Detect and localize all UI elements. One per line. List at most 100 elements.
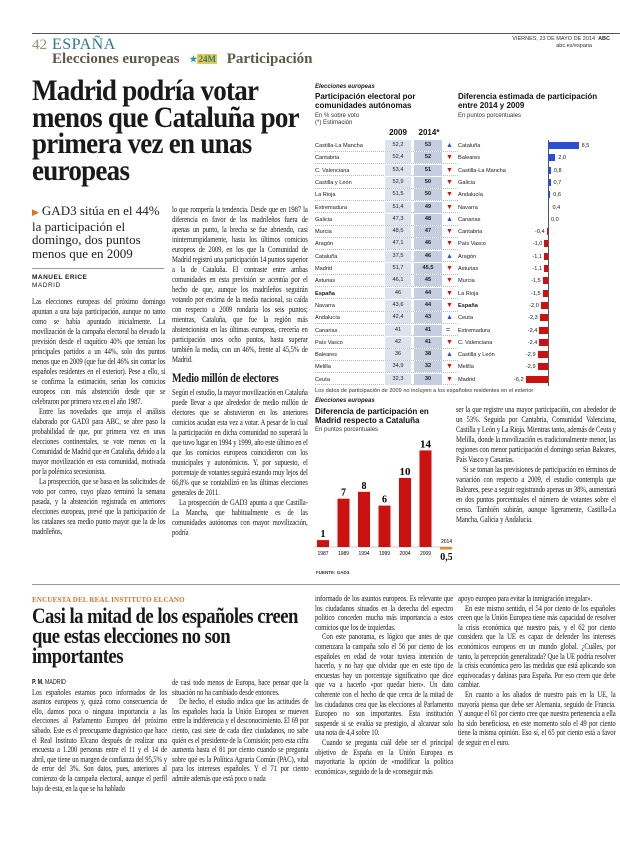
diff-bar — [540, 301, 548, 309]
bar-label: 10 — [400, 466, 412, 478]
region-name: Murcia — [315, 229, 332, 236]
diff-label: -6,2 — [514, 376, 524, 383]
region-name: España — [458, 302, 478, 309]
value-2014: 44 — [414, 287, 442, 299]
arrow-down-icon: ▼ — [446, 338, 453, 346]
diff-row: Cantabria -0,4 — [458, 226, 620, 238]
table-row: Galicia 47,3 48 ▲ — [315, 213, 458, 226]
region-name: Murcia — [458, 278, 475, 285]
bar-chart-subtitle: En puntos porcentuales — [315, 427, 379, 433]
table-row: Asturias 46,1 45 ▼ — [315, 275, 458, 288]
region-name: Ceuta — [458, 315, 473, 322]
diff-label: -2,4 — [527, 339, 538, 346]
bar-1999 — [378, 505, 391, 547]
paragraph: apoyo europeo para evitar la inmigración… — [458, 593, 593, 603]
diff-row: La Rioja -1,5 — [458, 288, 620, 300]
region-name: Navarra — [315, 302, 335, 309]
diff-bar — [548, 191, 551, 199]
table-row: España 46 44 ▼ — [315, 287, 458, 300]
section-subtitle: Elecciones europeas ★24M Participación — [52, 51, 313, 68]
equal-icon: = — [446, 326, 451, 334]
diff-row: Aragón -1,1 — [458, 251, 620, 263]
diff-row: Asturias -1,1 — [458, 263, 620, 275]
bar-label: 8 — [362, 481, 367, 492]
bar-label: 6 — [382, 495, 387, 506]
value-2014: 46 — [414, 238, 442, 250]
paragraph: lo que rompería la tendencia. Desde que … — [172, 204, 308, 364]
diff-label: -1,5 — [530, 278, 541, 285]
article2-col4: apoyo europeo para evitar la inmigración… — [458, 593, 616, 748]
value-2009: 51,7 — [385, 263, 411, 274]
table-row: Cantabria 52,4 52 ▼ — [315, 152, 458, 165]
region-name: Castilla-La Mancha — [458, 167, 506, 174]
diff-label: -1,0 — [532, 241, 543, 248]
diff-label: 2,0 — [558, 155, 566, 162]
bar-1987 — [317, 540, 329, 547]
diff-bar — [548, 142, 579, 149]
header-rule — [32, 33, 620, 34]
value-2014: 30 — [414, 373, 442, 385]
region-name: Castilla-La Mancha — [315, 143, 363, 149]
value-2009: 53,4 — [385, 164, 411, 176]
region-name: La Rioja — [315, 192, 336, 199]
table-row: C. Valenciana 53,4 51 ▼ — [315, 164, 458, 177]
headline: Madrid podría votar menos que Cataluña p… — [32, 74, 299, 187]
value-2014: 51 — [414, 164, 442, 176]
article1-col2: lo que rompería la tendencia. Desde que … — [172, 204, 308, 537]
bar-1989 — [337, 498, 350, 547]
region-name: Castilla y León — [315, 179, 352, 186]
value-2009: 34,9 — [385, 361, 411, 373]
table-kicker: Elecciones europeas — [315, 84, 375, 90]
diff-bar — [542, 289, 548, 297]
value-2009: 46 — [385, 287, 411, 299]
arrow-up-icon: ▲ — [446, 351, 453, 359]
diff-bar — [546, 228, 548, 236]
diff-bar — [544, 265, 548, 272]
diff-label: -1,1 — [532, 266, 543, 272]
value-2009: 42 — [385, 336, 411, 348]
paragraph: Los españoles estamos poco informados de… — [32, 686, 167, 793]
paragraph: Entre las novedades que arroja el anális… — [32, 406, 166, 476]
paragraph: Con este panorama, es lógico que antes d… — [315, 631, 454, 738]
bar-chart-source: FUENTE: GAD3 — [316, 570, 350, 575]
region-name: Navarra — [458, 204, 478, 211]
topic: Participación — [226, 51, 313, 67]
arrow-down-icon: ▼ — [446, 228, 453, 236]
diff-bar — [544, 240, 548, 248]
bar-2004 — [399, 478, 411, 547]
region-name: País Vasco — [315, 339, 343, 346]
diff-label: -2,9 — [525, 364, 536, 371]
value-2009: 32,3 — [385, 373, 411, 385]
table-row: Castilla y León 52,9 50 ▼ — [315, 176, 458, 189]
table-row: Castilla-La Mancha 52,2 53 ▲ — [315, 140, 458, 152]
table-row: Canarias 41 41 = — [315, 324, 458, 337]
bar-2014 — [440, 547, 452, 550]
bar-label: 0,5 — [440, 552, 452, 563]
region-name: Galicia — [315, 216, 333, 223]
page-number: 42 — [32, 37, 47, 53]
value-2014: 41 — [414, 336, 442, 348]
table-row: País Vasco 42 41 ▼ — [315, 336, 458, 349]
arrow-down-icon: ▼ — [446, 375, 453, 383]
region-name: Cantabria — [458, 229, 483, 236]
x-tick-label: 2014 — [441, 539, 452, 545]
diff-row: España -2,0 — [458, 300, 620, 312]
diff-row: País Vasco -1,0 — [458, 238, 620, 250]
diff-label: 0,8 — [553, 167, 562, 174]
article2-col3: informado de los asuntos europeos. Es re… — [315, 593, 454, 776]
madrid-cataluna-bar-chart: 1 1987 7 1989 8 1994 6 1999 10 2004 14 2009 2014 0,5 — [314, 438, 452, 563]
col-header-2009: 2009 — [389, 128, 407, 137]
arrow-down-icon: ▼ — [446, 289, 453, 297]
site: abc.es/espana — [556, 43, 592, 49]
region-name: Melilla — [458, 364, 474, 371]
table-row: Cataluña 37,5 46 ▲ — [315, 250, 458, 263]
diff-row: Galicia 0,7 — [458, 177, 620, 189]
region-name: Canarias — [458, 216, 481, 223]
paragraph: informado de los asuntos europeos. Es re… — [315, 593, 454, 632]
bar-chart-kicker: Elecciones europeas — [315, 398, 375, 404]
diff-label: 0,0 — [551, 216, 559, 223]
value-2009: 47,3 — [385, 213, 411, 225]
subsection: Elecciones europeas — [52, 51, 180, 67]
value-2014: 49 — [414, 201, 442, 213]
value-2014: 52 — [414, 152, 442, 164]
